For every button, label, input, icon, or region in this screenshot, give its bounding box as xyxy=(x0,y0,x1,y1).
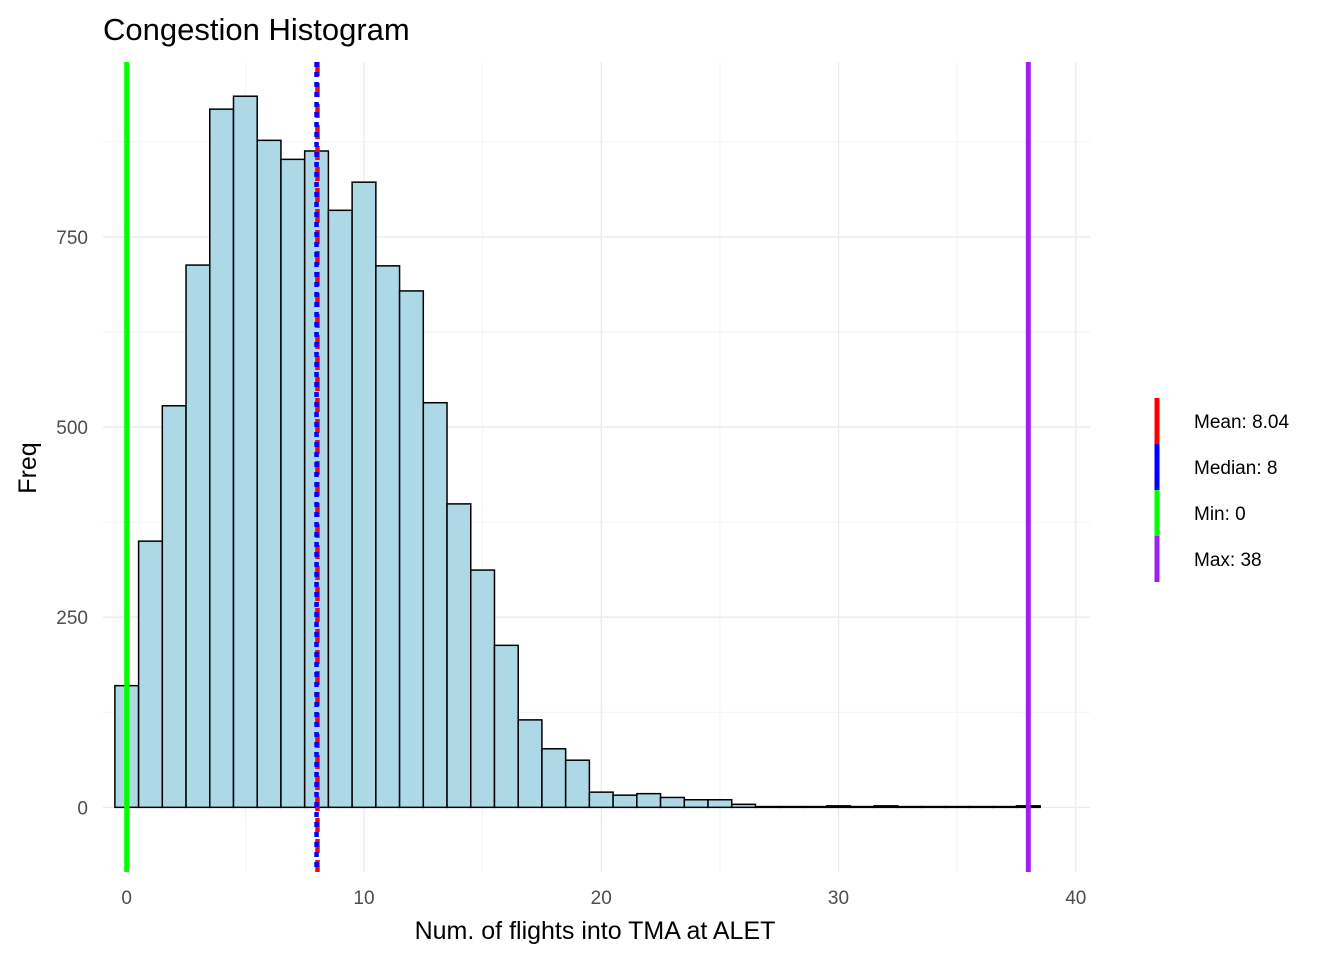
reference-lines xyxy=(124,62,1031,872)
legend: Mean: 8.04 Median: 8 Min: 0 Max: 38 xyxy=(1154,398,1289,582)
histogram-bar xyxy=(588,791,614,809)
histogram-bar xyxy=(351,181,377,809)
x-tick-label: 0 xyxy=(121,888,132,909)
histogram-bars xyxy=(114,95,1041,809)
histogram-bar xyxy=(636,792,662,809)
histogram-bar xyxy=(802,805,828,809)
x-tick-label: 20 xyxy=(591,888,612,909)
histogram-bar xyxy=(303,150,330,809)
histogram-bar xyxy=(398,290,425,809)
legend-label: Mean: 8.04 xyxy=(1194,412,1289,433)
histogram-bar xyxy=(612,794,638,809)
chart-title: Congestion Histogram xyxy=(103,12,410,47)
legend-label: Min: 0 xyxy=(1194,504,1246,525)
histogram-bar xyxy=(470,569,496,809)
histogram-bar xyxy=(280,158,306,809)
x-tick-label: 40 xyxy=(1065,888,1086,909)
y-axis-ticks: 0 250 500 750 xyxy=(56,228,88,819)
y-axis-title: Freq xyxy=(14,442,42,493)
histogram-bar xyxy=(564,759,591,809)
histogram-bar xyxy=(422,401,448,809)
y-tick-label: 250 xyxy=(56,608,88,629)
histogram-bar xyxy=(256,139,282,809)
y-tick-label: 0 xyxy=(77,798,88,819)
histogram-bar xyxy=(944,805,970,809)
histogram-bar xyxy=(185,264,211,809)
x-axis-ticks: 0 10 20 30 40 xyxy=(121,888,1086,909)
histogram-bar xyxy=(730,803,757,809)
histogram-bar xyxy=(446,503,472,809)
histogram-bar xyxy=(659,796,686,809)
histogram-bar xyxy=(209,108,235,809)
histogram-bar xyxy=(161,405,187,809)
histogram-bar xyxy=(754,805,780,809)
histogram-bar xyxy=(683,798,709,809)
x-tick-label: 10 xyxy=(353,888,374,909)
histogram-bar xyxy=(825,805,852,809)
histogram-bar xyxy=(493,644,519,809)
histogram-bar xyxy=(897,805,923,809)
histogram-bar xyxy=(375,265,401,809)
histogram-bar xyxy=(778,805,804,809)
legend-label: Median: 8 xyxy=(1194,458,1277,479)
histogram-bar xyxy=(920,805,947,809)
histogram-bar xyxy=(968,805,994,809)
legend-label: Max: 38 xyxy=(1194,550,1262,571)
histogram-bar xyxy=(873,805,899,809)
histogram-bar xyxy=(517,719,543,809)
histogram-bar xyxy=(707,798,733,809)
histogram-bar xyxy=(232,95,258,809)
histogram-bar xyxy=(137,540,164,809)
x-tick-label: 30 xyxy=(828,888,849,909)
histogram-bar xyxy=(991,805,1018,809)
histogram-bar xyxy=(849,805,875,809)
y-tick-label: 750 xyxy=(56,228,88,249)
x-axis-title: Num. of flights into TMA at ALET xyxy=(415,917,776,945)
y-tick-label: 500 xyxy=(56,418,88,439)
histogram-bar xyxy=(541,748,567,809)
histogram-bar xyxy=(327,209,353,809)
